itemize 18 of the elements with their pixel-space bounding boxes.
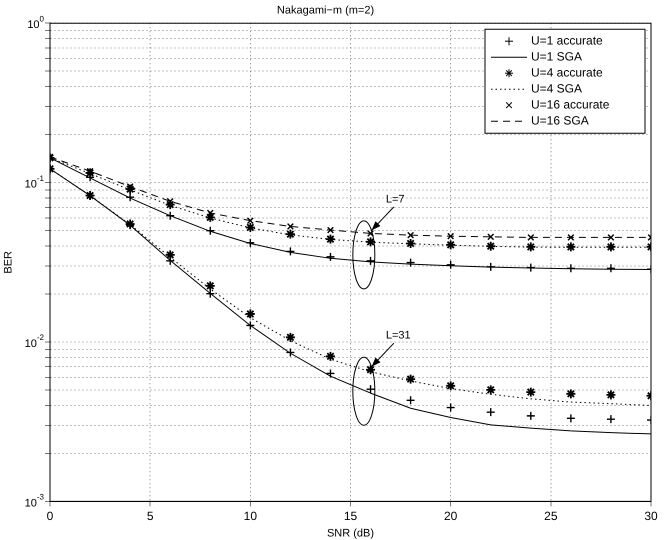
legend-label: U=4 accurate [531, 66, 604, 80]
y-axis-title: BER [2, 250, 15, 274]
chart-title: Nakagami−m (m=2) [276, 4, 374, 17]
annotation: L=7 [386, 193, 405, 206]
legend-label: U=1 accurate [531, 34, 604, 48]
annotation: L=31 [386, 330, 411, 342]
x-tick-label: 0 [46, 508, 54, 523]
x-tick-label: 15 [344, 508, 358, 523]
x-tick-label: 10 [244, 508, 258, 523]
x-tick-label: 5 [146, 508, 154, 523]
legend-label: U=16 SGA [531, 114, 589, 128]
legend-label: U=4 SGA [531, 82, 582, 96]
x-tick-label: 30 [644, 508, 658, 523]
x-tick-label: 25 [544, 508, 558, 523]
legend-label: U=16 accurate [531, 98, 610, 112]
x-tick-label: 20 [444, 508, 458, 523]
x-axis-title: SNR (dB) [326, 527, 374, 540]
legend-label: U=1 SGA [531, 50, 582, 64]
